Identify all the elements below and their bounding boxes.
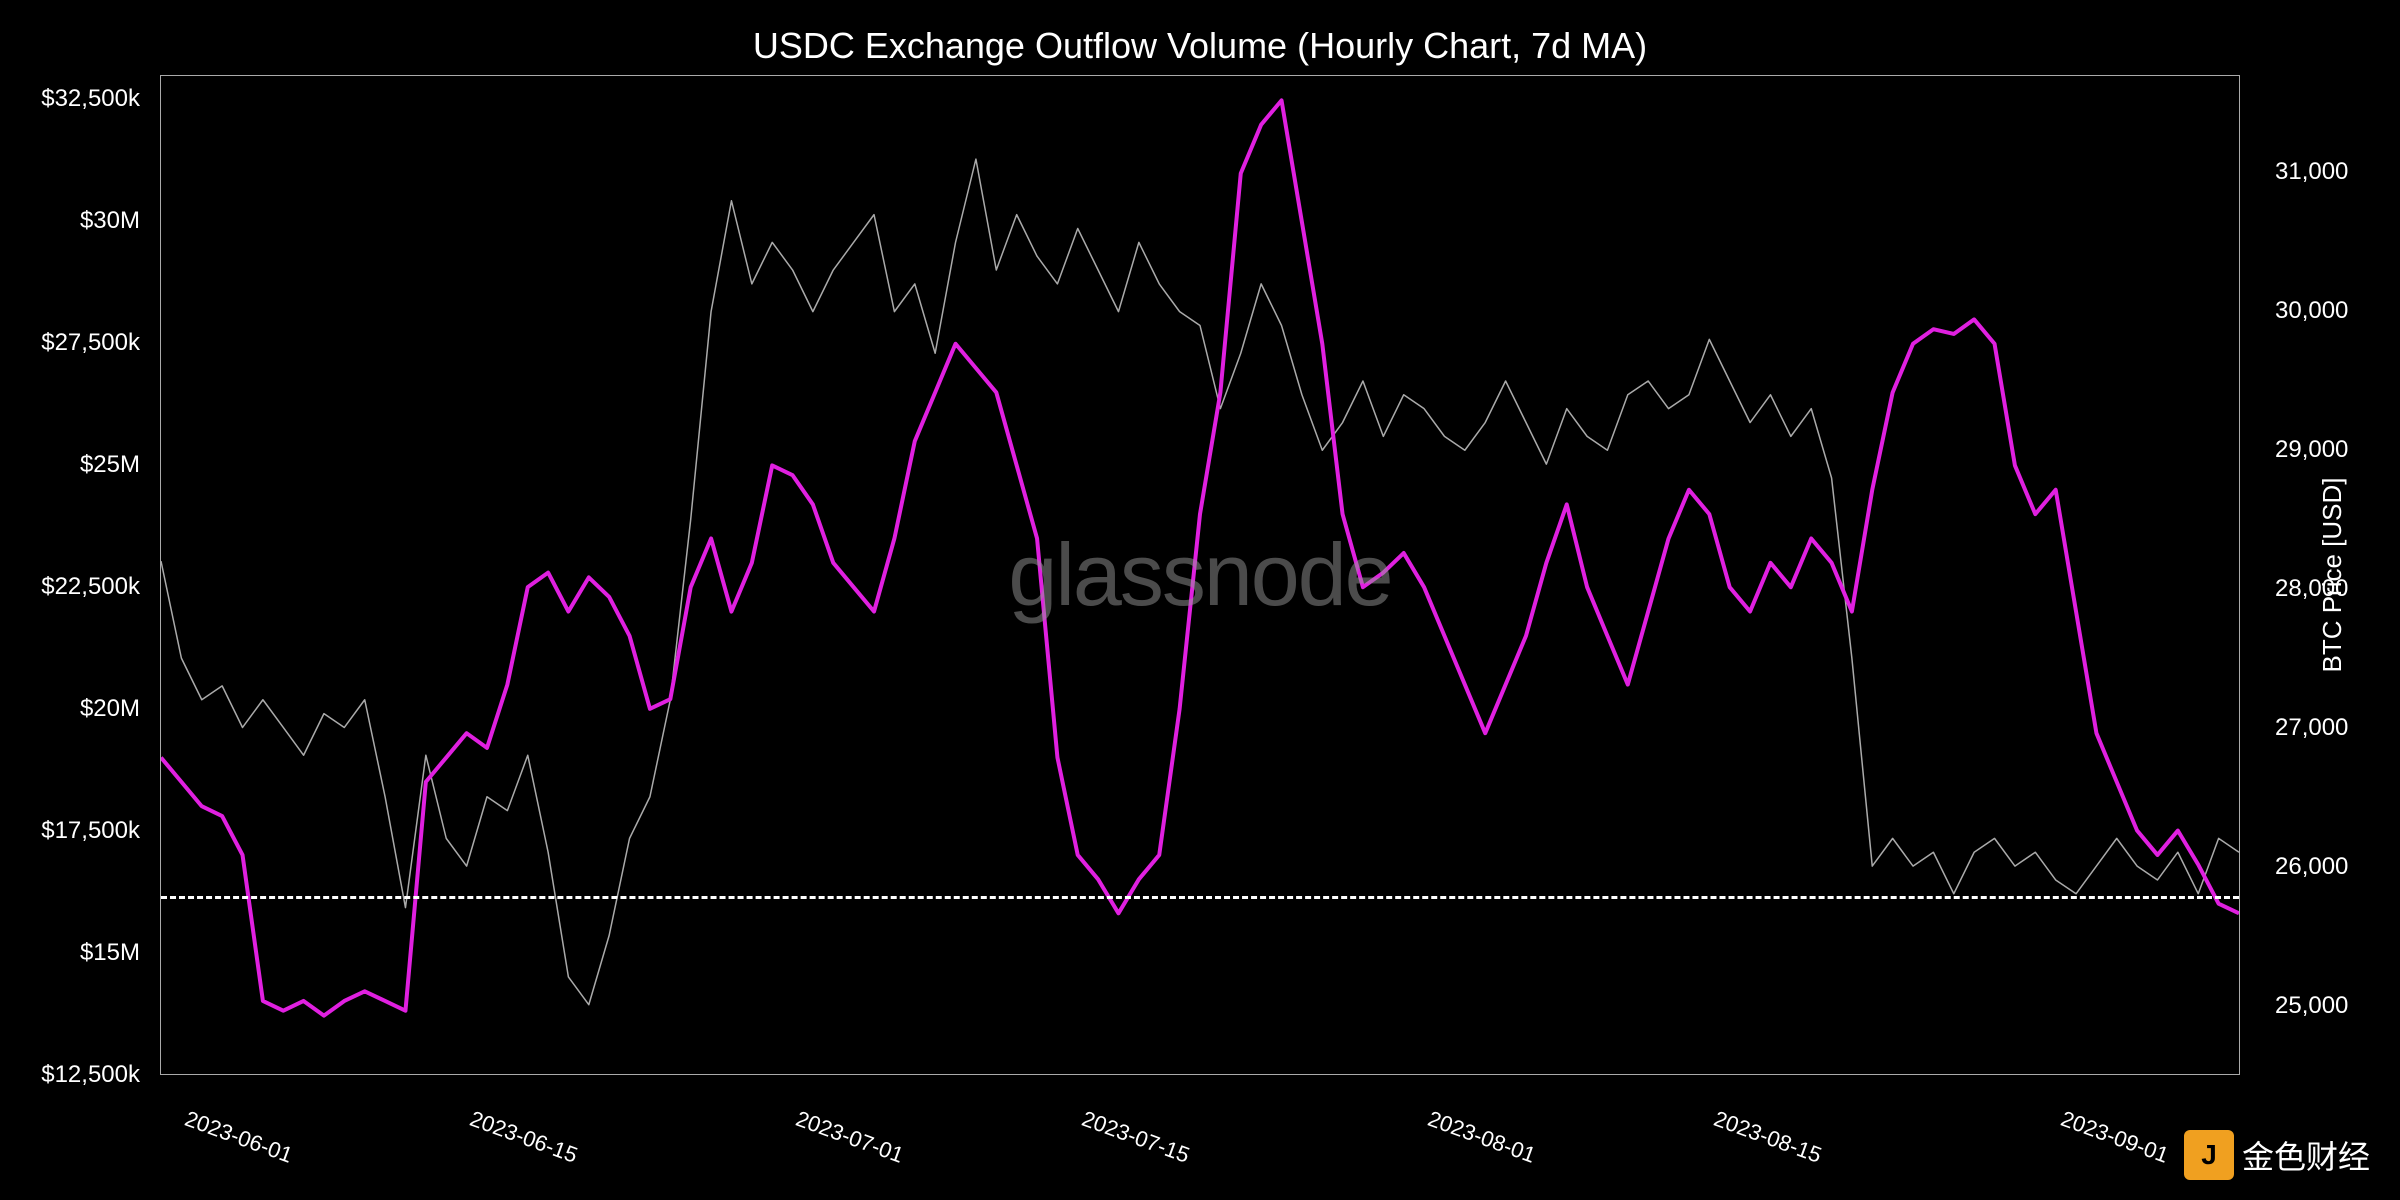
- chart-svg: [161, 76, 2239, 1074]
- x-tick-label: 2023-06-01: [181, 1106, 296, 1169]
- y-left-tick-label: $15M: [80, 939, 140, 967]
- y-right-tick-label: 28,000: [2275, 575, 2348, 603]
- x-axis: 2023-06-01 2023-06-15 2023-07-01 2023-07-15…: [160, 1095, 2240, 1175]
- plot-area: glassnode: [160, 75, 2240, 1075]
- threshold-line: [161, 896, 2239, 899]
- y-left-tick-label: $12,500k: [41, 1061, 140, 1089]
- x-tick-label: 2023-09-01: [2057, 1106, 2172, 1169]
- y-right-tick-label: 25,000: [2275, 992, 2348, 1020]
- x-tick-label: 2023-08-15: [1710, 1106, 1825, 1169]
- y-left-tick-label: $17,500k: [41, 817, 140, 845]
- y-right-tick-label: 31,000: [2275, 158, 2348, 186]
- series-btc_price: [161, 159, 2239, 1005]
- source-watermark: J 金色财经: [2184, 1130, 2370, 1180]
- y-axis-right: BTC Price [USD] 25,00026,00027,00028,000…: [2260, 75, 2380, 1075]
- chart-container: USDC Exchange Outflow Volume (Hourly Cha…: [0, 0, 2400, 1200]
- y-axis-left: $12,500k$15M$17,500k$20M$22,500k$25M$27,…: [20, 75, 150, 1075]
- y-right-tick-label: 26,000: [2275, 853, 2348, 881]
- y-left-tick-label: $22,500k: [41, 573, 140, 601]
- x-tick-label: 2023-06-15: [466, 1106, 581, 1169]
- y-right-tick-label: 29,000: [2275, 436, 2348, 464]
- y-left-tick-label: $20M: [80, 695, 140, 723]
- y-right-tick-label: 27,000: [2275, 714, 2348, 742]
- y-left-tick-label: $32,500k: [41, 85, 140, 113]
- y-left-tick-label: $25M: [80, 451, 140, 479]
- y-right-tick-label: 30,000: [2275, 297, 2348, 325]
- x-tick-label: 2023-08-01: [1425, 1106, 1540, 1169]
- chart-title: USDC Exchange Outflow Volume (Hourly Cha…: [753, 25, 1647, 67]
- series-usdc_outflow: [161, 100, 2239, 1015]
- y-left-tick-label: $27,500k: [41, 329, 140, 357]
- x-tick-label: 2023-07-15: [1078, 1106, 1193, 1169]
- source-logo-icon: J: [2184, 1130, 2234, 1180]
- source-watermark-text: 金色财经: [2242, 1132, 2370, 1178]
- y-left-tick-label: $30M: [80, 207, 140, 235]
- x-tick-label: 2023-07-01: [793, 1106, 908, 1169]
